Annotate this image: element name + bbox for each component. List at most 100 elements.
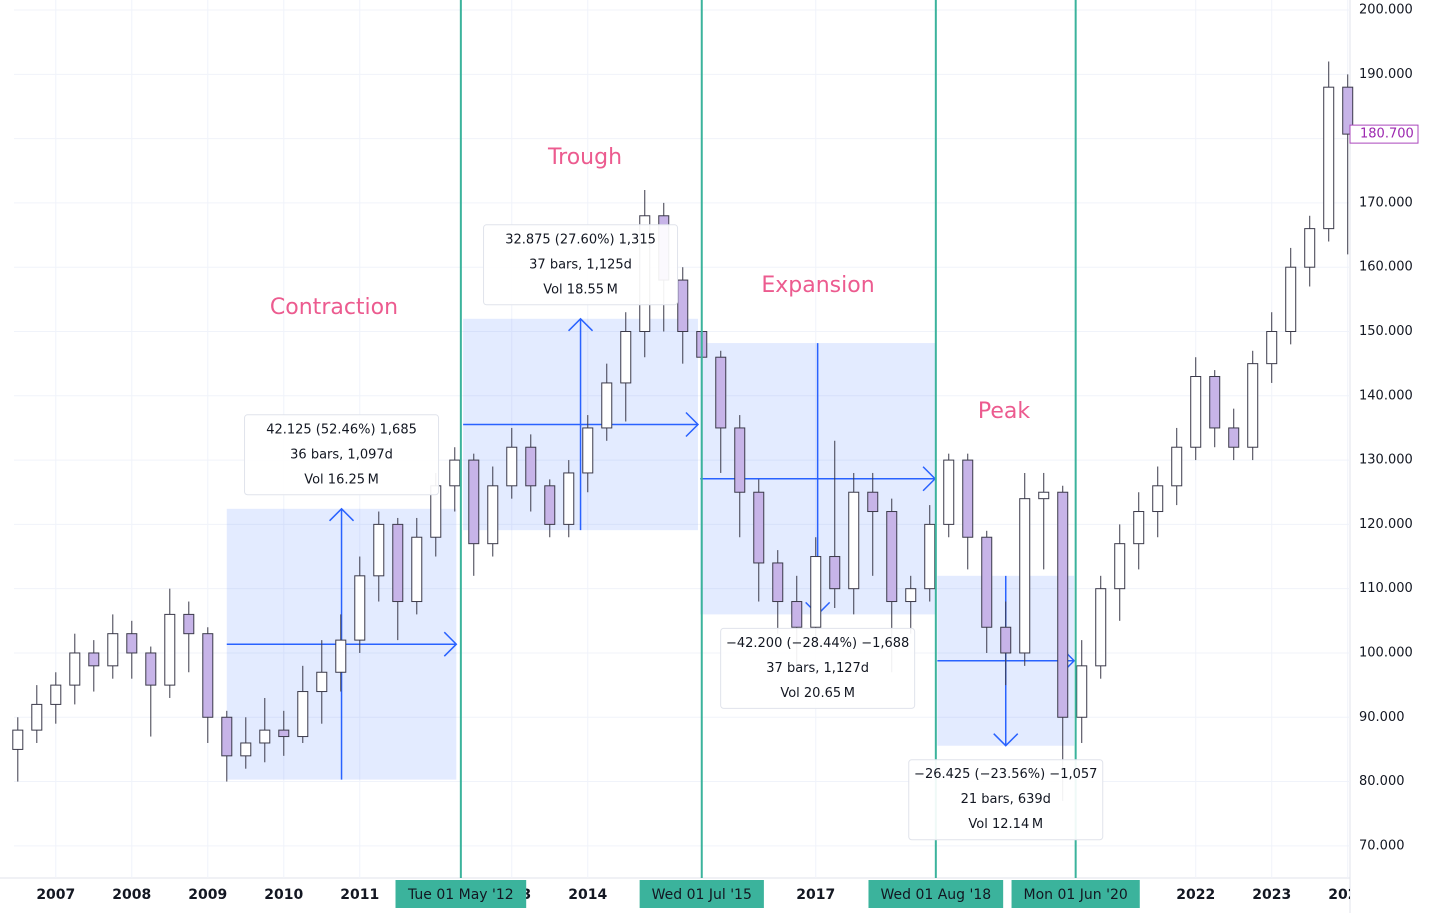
candle-body	[810, 556, 822, 628]
y-tick-label: 130.000	[1359, 453, 1413, 468]
candle-body	[164, 613, 176, 686]
measure-info-box	[483, 224, 679, 306]
last-price-label: 180.700	[1360, 127, 1414, 142]
candle-body	[791, 601, 803, 628]
measure-info-text: Vol 20.65 M	[780, 686, 855, 701]
candle-body	[50, 684, 62, 705]
candle-body	[259, 729, 271, 744]
y-tick-label: 140.000	[1359, 388, 1413, 403]
phase-label: Trough	[547, 145, 622, 170]
phase-label: Expansion	[761, 273, 874, 298]
candle-body	[1304, 228, 1316, 268]
y-tick-label: 80.000	[1359, 774, 1405, 789]
measure-info-box	[720, 627, 916, 709]
candle-body	[278, 729, 290, 738]
candle-body	[1019, 498, 1031, 654]
candle-body	[183, 613, 195, 635]
event-label-box	[639, 880, 764, 908]
candle-body	[335, 639, 347, 673]
phase-label: Peak	[978, 399, 1030, 424]
y-tick-label: 190.000	[1359, 67, 1413, 82]
measure-info-text: 37 bars, 1,125d	[529, 257, 632, 272]
x-tick-label: 2023	[1252, 887, 1291, 903]
candle-body	[354, 575, 366, 641]
measure-infos: 42.125 (52.46%) 1,685 36 bars, 1,097d Vol …	[244, 224, 1104, 841]
x-tick-label: 2007	[36, 887, 75, 903]
events	[459, 0, 1077, 878]
arrow-head	[568, 317, 594, 332]
candle-body	[544, 485, 556, 525]
candle-body	[449, 459, 461, 487]
candle-body	[1000, 626, 1012, 654]
y-tick-label: 110.000	[1359, 581, 1413, 596]
candle-body	[867, 491, 879, 513]
y-tick-label: 120.000	[1359, 517, 1413, 532]
candle-body	[487, 485, 499, 545]
y-tick-label: 170.000	[1359, 195, 1413, 210]
candle-body	[1266, 331, 1278, 365]
candle-body	[69, 652, 81, 686]
candle-body	[221, 716, 233, 757]
x-tick-label: 2010	[264, 887, 303, 903]
arrow-head	[685, 411, 700, 438]
candle-body	[848, 491, 860, 590]
measure-info-text: 21 bars, 639d	[961, 792, 1051, 807]
candle-body	[392, 523, 404, 603]
candle-body	[829, 556, 841, 590]
event-label-box	[395, 880, 527, 908]
candle-body	[1247, 363, 1259, 448]
candle-body	[468, 459, 480, 545]
arrow-head	[993, 733, 1019, 747]
candle-body	[601, 382, 613, 429]
candle-body	[772, 562, 784, 603]
x-tick-label: 2014	[568, 887, 607, 903]
candle-body	[1171, 446, 1183, 487]
event-label-box	[1011, 880, 1140, 908]
candle-body	[1152, 485, 1164, 513]
x-tick-label: 2017	[796, 887, 835, 903]
candle-body	[734, 427, 746, 493]
candle-body	[677, 279, 689, 333]
candle-body	[126, 633, 138, 654]
phase-label: Contraction	[270, 295, 398, 320]
candle-body	[620, 331, 632, 384]
measure-info-text: 32.875 (27.60%) 1,315	[505, 232, 656, 247]
event-label: Wed 01 Jul '15	[652, 887, 752, 903]
candle-body	[1228, 427, 1240, 448]
candle-body	[582, 427, 594, 474]
event-label: Tue 01 May '12	[407, 887, 514, 903]
arrow-head	[443, 631, 458, 657]
y-tick-label: 160.000	[1359, 260, 1413, 275]
candle-body	[31, 703, 43, 731]
candle-body	[145, 652, 157, 686]
x-tick-label: 2024	[1328, 887, 1367, 903]
candle-body	[1285, 266, 1297, 333]
candle-body	[525, 446, 537, 487]
candle-body	[1038, 491, 1050, 500]
measure-info-text: Vol 18.55 M	[543, 282, 618, 297]
candle-body	[715, 356, 727, 429]
candle-body	[297, 691, 309, 738]
candle-body	[886, 511, 898, 603]
candle-body	[107, 633, 119, 667]
candle-body	[1190, 376, 1202, 448]
candle-body	[202, 633, 214, 718]
y-tick-label: 150.000	[1359, 324, 1413, 339]
candle-body	[905, 588, 917, 603]
candle-body	[943, 459, 955, 525]
candle-body	[1323, 86, 1335, 230]
candle-body	[981, 536, 993, 628]
measure-info-text: Vol 12.14 M	[968, 817, 1043, 832]
measure-info-text: 36 bars, 1,097d	[290, 447, 393, 462]
y-tick-label: 70.000	[1359, 838, 1405, 853]
candle-body	[316, 671, 328, 693]
candle-body	[1114, 543, 1126, 590]
measure-info-box	[908, 759, 1104, 841]
x-tick-label: 2011	[340, 887, 379, 903]
candle-body	[962, 459, 974, 538]
last-price-box	[1349, 124, 1419, 144]
measure-info-text: 37 bars, 1,127d	[766, 661, 869, 676]
